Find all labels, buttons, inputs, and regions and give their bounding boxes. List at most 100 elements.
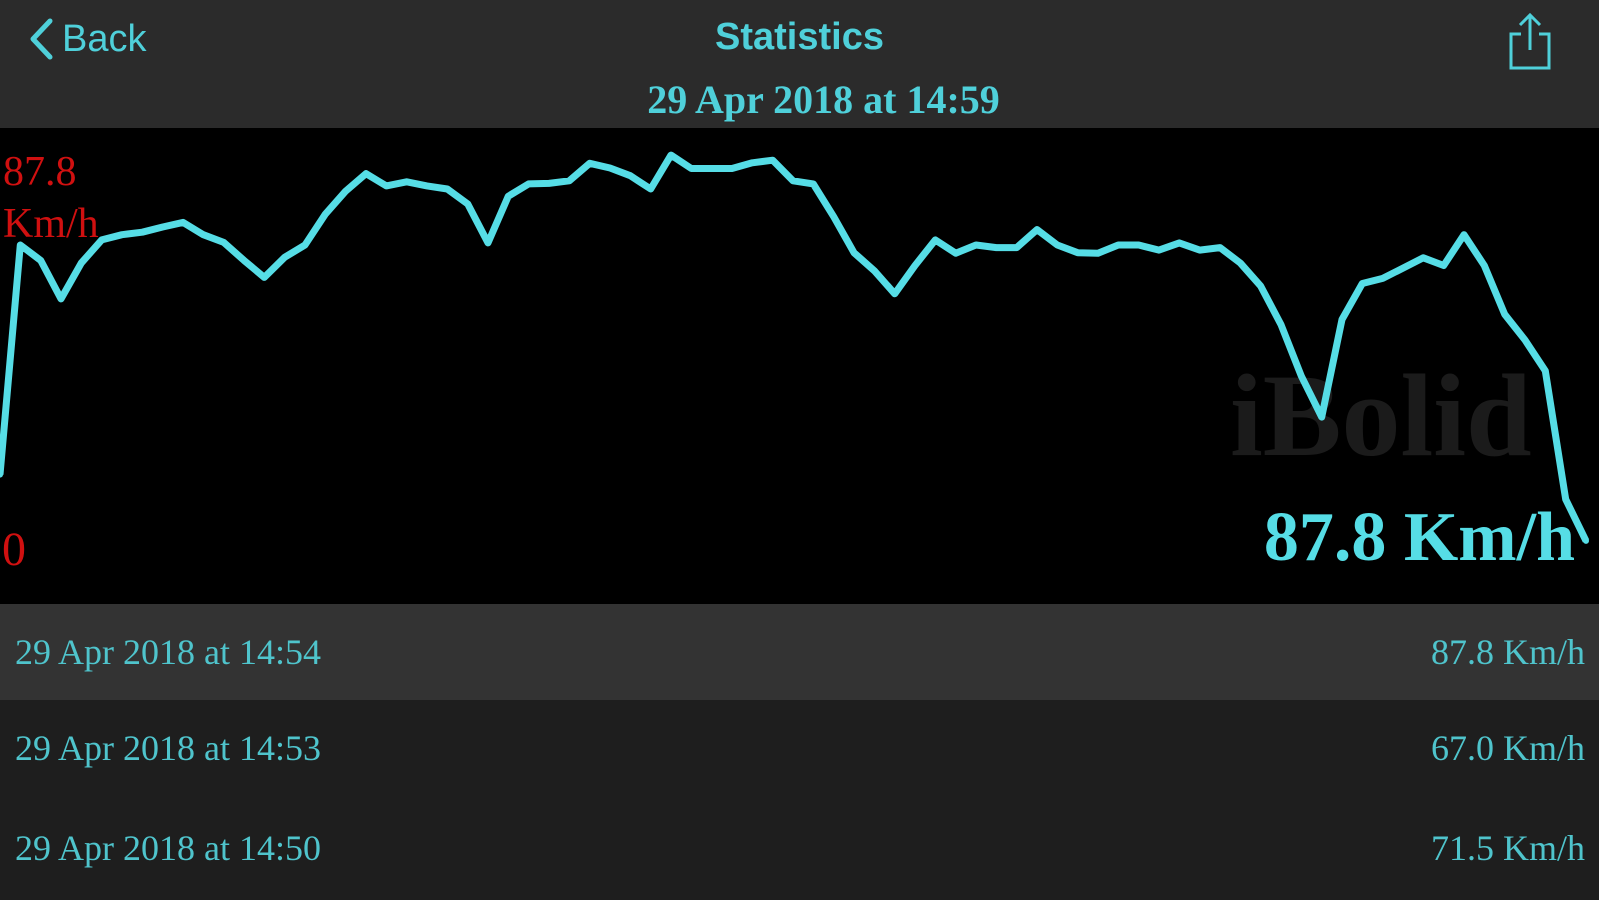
speed-data-point	[1583, 537, 1589, 544]
speed-data-point	[708, 165, 715, 172]
record-date: 29 Apr 2018 at 14:54	[15, 632, 321, 672]
record-row[interactable]: 29 Apr 2018 at 14:50 71.5 Km/h	[0, 796, 1599, 900]
speed-data-point	[1461, 231, 1467, 238]
speed-data-point	[769, 157, 776, 164]
speed-data-point	[464, 200, 471, 207]
speed-data-point	[546, 180, 552, 187]
speed-data-point	[403, 178, 410, 185]
speed-data-point	[1400, 265, 1406, 272]
speed-data-point	[1339, 316, 1345, 323]
speed-data-point	[1257, 283, 1264, 290]
speed-data-point	[891, 290, 898, 297]
speed-data-point	[261, 274, 268, 281]
speed-data-point	[830, 213, 837, 220]
speed-data-point	[119, 231, 125, 238]
speed-data-point	[1318, 414, 1325, 421]
speed-data-point	[241, 257, 247, 264]
speed-data-point	[1196, 247, 1203, 254]
speed-data-point	[1440, 262, 1447, 269]
speed-series-line	[0, 151, 1590, 543]
speed-data-point	[1359, 280, 1366, 287]
y-axis-max-label: 87.8 Km/h	[3, 146, 99, 250]
speed-data-point	[281, 254, 288, 261]
speed-data-point	[1542, 367, 1549, 374]
speed-data-point	[424, 182, 430, 189]
speed-data-point	[1420, 254, 1427, 261]
chevron-left-icon	[30, 18, 53, 60]
speed-data-point	[749, 159, 756, 166]
speed-data-point	[871, 267, 878, 274]
speed-data-point	[180, 219, 186, 226]
speed-data-point	[0, 471, 3, 478]
back-button[interactable]: Back	[28, 14, 146, 64]
speed-data-point	[159, 224, 166, 231]
speed-data-point	[586, 160, 593, 167]
speed-data-point	[200, 231, 207, 238]
record-date: 29 Apr 2018 at 14:53	[15, 728, 321, 768]
current-value-label: 87.8 Km/h	[1263, 499, 1575, 576]
speed-data-point	[302, 242, 308, 249]
y-axis-min-label: 0	[2, 523, 26, 576]
speed-data-point	[952, 250, 959, 257]
speed-data-point	[505, 193, 512, 200]
record-value: 67.0 Km/h	[1430, 728, 1585, 768]
speed-data-point	[688, 165, 695, 172]
speed-data-point	[1135, 242, 1142, 249]
speed-data-point	[810, 180, 817, 187]
share-button[interactable]	[1505, 12, 1555, 72]
speed-data-point	[912, 262, 918, 269]
speed-data-point	[790, 177, 796, 184]
speed-data-point	[647, 186, 654, 193]
speed-data-point	[1074, 249, 1081, 256]
speed-data-point	[627, 172, 634, 179]
record-row[interactable]: 29 Apr 2018 at 14:53 67.0 Km/h	[0, 700, 1599, 796]
speed-data-point	[1176, 239, 1183, 246]
speed-data-point	[1054, 242, 1061, 249]
speed-data-point	[139, 229, 146, 236]
speed-data-point	[607, 164, 613, 171]
speed-data-point	[322, 211, 329, 218]
speed-data-point	[668, 152, 674, 159]
speed-data-point	[851, 249, 857, 256]
speed-data-point	[1115, 242, 1122, 249]
speed-data-point	[58, 295, 64, 302]
speed-data-point	[1298, 372, 1305, 379]
speed-data-point	[1156, 247, 1162, 254]
speed-data-point	[566, 177, 573, 184]
speed-plot	[0, 151, 1590, 544]
speed-data-point	[932, 236, 939, 243]
speed-data-point	[98, 236, 105, 243]
page-subtitle: 29 Apr 2018 at 14:59	[647, 77, 1000, 122]
watermark-logo: iBolid	[1230, 350, 1532, 481]
speed-data-point	[993, 244, 1000, 251]
speed-data-point	[1278, 321, 1284, 328]
speed-data-point	[383, 182, 390, 189]
speed-data-point	[1522, 337, 1528, 344]
speed-data-point	[220, 239, 227, 246]
speed-data-point	[1237, 259, 1244, 266]
record-row-selected[interactable]: 29 Apr 2018 at 14:54 87.8 Km/h	[0, 604, 1599, 700]
page-title: Statistics	[715, 16, 884, 58]
speed-data-point	[1095, 250, 1101, 257]
speed-data-point	[1562, 496, 1569, 503]
speed-data-point	[1379, 275, 1386, 282]
y-max-value: 87.8	[3, 149, 77, 195]
speed-data-point	[342, 188, 349, 195]
speed-data-point	[17, 242, 24, 249]
speed-data-point	[1481, 262, 1488, 269]
speed-data-point	[973, 242, 979, 249]
record-value: 71.5 Km/h	[1430, 828, 1585, 868]
speed-chart: iBolid 87.8 Km/h 0 87.8 Km/h	[0, 128, 1599, 604]
speed-data-point	[1217, 244, 1223, 251]
speed-data-point	[37, 257, 44, 264]
speed-data-point	[1501, 311, 1508, 318]
speed-data-point	[444, 186, 451, 193]
share-icon	[1509, 12, 1551, 70]
speed-data-point	[78, 259, 85, 266]
speed-data-point	[1034, 226, 1040, 233]
speed-data-point	[363, 170, 369, 177]
record-date: 29 Apr 2018 at 14:50	[15, 828, 321, 868]
speed-data-point	[485, 239, 491, 246]
back-label: Back	[62, 17, 147, 60]
speed-data-point	[525, 180, 532, 187]
